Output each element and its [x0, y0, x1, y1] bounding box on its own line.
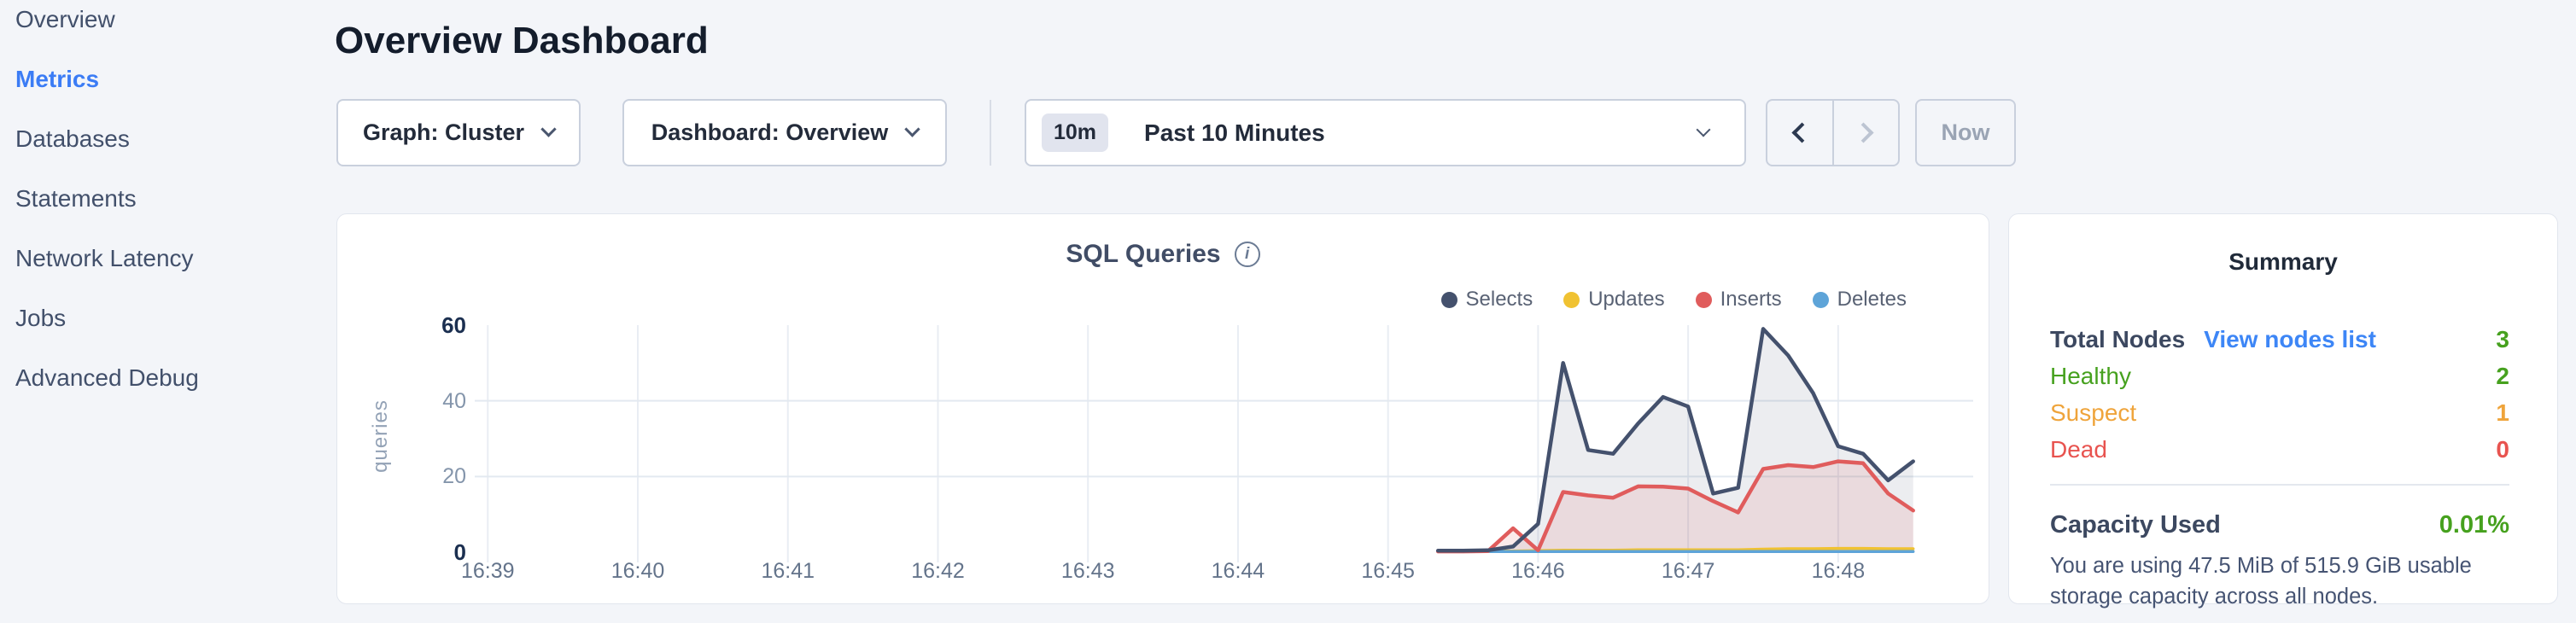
- legend-label: Updates: [1588, 288, 1665, 311]
- y-tick-label: 0: [453, 539, 466, 565]
- y-tick-label: 60: [441, 312, 466, 338]
- view-nodes-list-link[interactable]: View nodes list: [2204, 325, 2376, 352]
- chart-legend: Selects Updates Inserts Deletes: [1440, 288, 1907, 312]
- sidebar-item-jobs[interactable]: Jobs: [15, 305, 67, 331]
- summary-divider: [2050, 484, 2509, 486]
- time-range-badge: 10m: [1042, 114, 1109, 152]
- legend-item-updates[interactable]: Updates: [1563, 288, 1665, 312]
- y-tick-label: 40: [442, 388, 466, 413]
- dashboard-dropdown-label: Dashboard: Overview: [651, 119, 889, 145]
- summary-row-total-nodes: Total Nodes View nodes list 3: [2050, 321, 2509, 358]
- legend-label: Selects: [1465, 288, 1533, 311]
- x-tick-label: 16:41: [761, 559, 815, 583]
- info-icon[interactable]: i: [1234, 242, 1260, 267]
- x-tick-label: 16:46: [1511, 559, 1565, 583]
- chart-title-row: SQL Queries i: [337, 240, 1989, 269]
- time-forward-button[interactable]: [1831, 101, 1899, 165]
- graph-scope-dropdown-label: Graph: Cluster: [362, 119, 525, 145]
- x-tick-label: 16:42: [911, 559, 965, 583]
- graph-scope-dropdown[interactable]: Graph: Cluster: [336, 99, 581, 166]
- legend-label: Inserts: [1720, 288, 1782, 311]
- toolbar-divider: [990, 100, 991, 166]
- summary-row-value: 3: [2496, 325, 2509, 352]
- dashboard-dropdown[interactable]: Dashboard: Overview: [622, 99, 947, 166]
- sidebar-item-network-latency[interactable]: Network Latency: [15, 245, 194, 271]
- sidebar-item-metrics[interactable]: Metrics: [15, 66, 100, 92]
- legend-dot-icon: [1812, 291, 1829, 308]
- series-line-selects: [1435, 327, 1915, 553]
- chevron-left-icon: [1791, 122, 1813, 143]
- summary-row-value: 1: [2496, 399, 2509, 426]
- sql-queries-plot: [475, 325, 1973, 562]
- sidebar-nav: Overview Metrics Databases Statements Networ…: [0, 0, 335, 408]
- sidebar-item-databases[interactable]: Databases: [15, 125, 130, 152]
- time-back-button[interactable]: [1767, 101, 1832, 165]
- chevron-right-icon: [1853, 122, 1874, 143]
- summary-title: Summary: [2228, 248, 2338, 275]
- summary-row-dead: Dead 0: [2050, 431, 2509, 468]
- legend-label: Deletes: [1837, 288, 1907, 311]
- x-tick-label: 16:45: [1361, 559, 1415, 583]
- summary-row-suspect: Suspect 1: [2050, 394, 2509, 431]
- chevron-down-icon: [904, 121, 920, 137]
- sidebar-item-overview[interactable]: Overview: [15, 6, 115, 32]
- legend-dot-icon: [1563, 291, 1580, 308]
- capacity-label: Capacity Used: [2050, 511, 2221, 539]
- x-tick-label: 16:40: [610, 559, 665, 583]
- legend-item-deletes[interactable]: Deletes: [1812, 288, 1907, 312]
- capacity-value: 0.01%: [2439, 511, 2509, 539]
- x-tick-label: 16:47: [1661, 559, 1715, 583]
- y-tick-label: 20: [442, 464, 466, 489]
- chevron-down-icon: [540, 121, 557, 137]
- series-area-selects: [1438, 329, 1913, 552]
- chevron-down-icon: [1696, 122, 1711, 137]
- x-tick-label: 16:39: [461, 559, 515, 583]
- legend-dot-icon: [1695, 291, 1712, 308]
- y-axis-label: queries: [369, 399, 392, 473]
- sql-queries-chart-card: SQL Queries i Selects Updates Inserts Delet…: [336, 213, 1989, 604]
- summary-node-rows: Total Nodes View nodes list 3 Healthy 2 Suspe…: [2050, 321, 2509, 468]
- series-area-inserts: [1438, 461, 1913, 552]
- sidebar: Overview Metrics Databases Statements Networ…: [0, 0, 335, 623]
- summary-row-label: Suspect: [2050, 399, 2137, 426]
- sidebar-item-statements[interactable]: Statements: [15, 185, 137, 212]
- chart-title: SQL Queries: [1066, 240, 1221, 268]
- summary-row-label: Total Nodes: [2050, 325, 2186, 352]
- summary-row-healthy: Healthy 2: [2050, 358, 2509, 394]
- time-step-group: [1766, 99, 1900, 166]
- capacity-row: Capacity Used 0.01%: [2050, 511, 2509, 539]
- series-line-inserts: [1435, 459, 1915, 554]
- summary-row-value: 2: [2496, 362, 2509, 389]
- time-range-select[interactable]: 10m Past 10 Minutes: [1025, 99, 1746, 166]
- sidebar-item-advanced-debug[interactable]: Advanced Debug: [15, 364, 199, 391]
- x-tick-label: 16:48: [1811, 559, 1866, 583]
- legend-dot-icon: [1440, 291, 1457, 308]
- summary-row-label: Dead: [2050, 435, 2107, 463]
- summary-panel: Summary Total Nodes View nodes list 3 Healt…: [2008, 213, 2558, 608]
- summary-row-label: Healthy: [2050, 362, 2131, 389]
- capacity-description: You are using 47.5 MiB of 515.9 GiB usab…: [2050, 554, 2472, 608]
- legend-item-selects[interactable]: Selects: [1440, 288, 1533, 312]
- time-range-label: Past 10 Minutes: [1144, 119, 1325, 146]
- summary-row-value: 0: [2496, 435, 2509, 463]
- legend-item-inserts[interactable]: Inserts: [1695, 288, 1782, 312]
- x-tick-label: 16:44: [1211, 559, 1265, 583]
- x-tick-label: 16:43: [1060, 559, 1115, 583]
- page-title: Overview Dashboard: [335, 20, 709, 61]
- now-button[interactable]: Now: [1915, 99, 2016, 166]
